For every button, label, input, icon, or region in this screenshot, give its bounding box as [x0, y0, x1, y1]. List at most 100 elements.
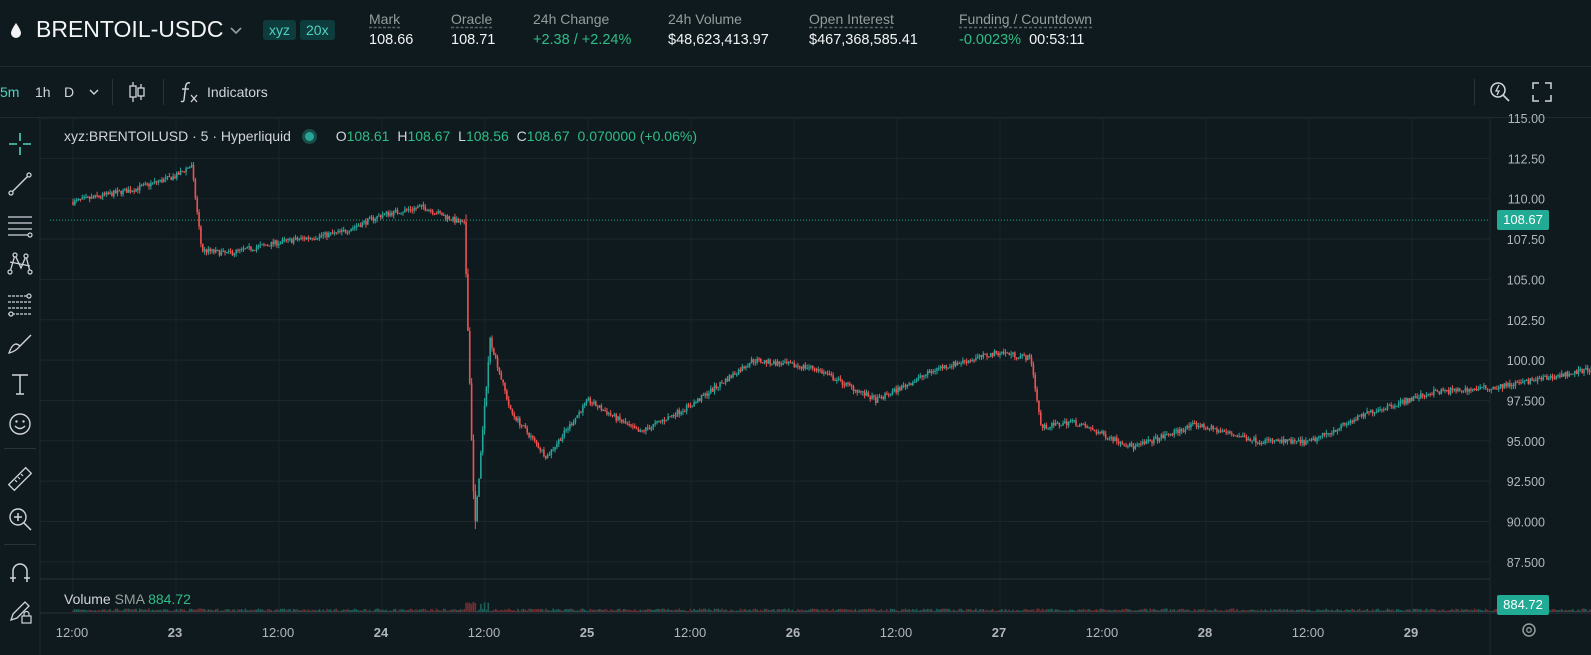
volume-bar	[1373, 610, 1376, 612]
interval-5m[interactable]: 5m	[0, 84, 20, 100]
volume-bar	[980, 609, 983, 612]
text-icon[interactable]	[6, 370, 34, 398]
candle-body	[129, 189, 132, 192]
candle-body	[400, 213, 402, 215]
volume-bar	[1027, 609, 1029, 612]
fullscreen-icon[interactable]	[1532, 82, 1552, 102]
oracle-label[interactable]: Oracle	[451, 11, 493, 27]
volume-bar	[1351, 608, 1354, 612]
candle-body	[1028, 355, 1031, 358]
candle-body	[732, 373, 734, 378]
ruler-icon[interactable]	[6, 465, 34, 493]
volume-bar	[630, 610, 632, 612]
candle-body	[582, 405, 584, 413]
volume-bar	[583, 609, 586, 612]
trend-line-icon[interactable]	[6, 170, 34, 198]
volume-bar	[366, 610, 369, 612]
volume-bar	[1568, 610, 1570, 612]
volume-bar	[769, 609, 771, 612]
candle-body	[1351, 420, 1354, 423]
volume-bar	[372, 610, 375, 612]
candle-body	[609, 413, 612, 416]
candle-body	[800, 366, 803, 369]
pattern-icon[interactable]	[6, 250, 34, 278]
lock-drawings-icon[interactable]	[6, 597, 34, 625]
volume-bar	[320, 610, 323, 612]
candle-body	[1284, 439, 1287, 443]
candle-body	[869, 396, 872, 400]
fib-retracement-icon[interactable]	[6, 290, 34, 318]
volume-bar	[342, 609, 345, 612]
volume-bar	[1564, 609, 1567, 612]
volume-bar	[1110, 610, 1113, 612]
candle-body	[1110, 437, 1113, 439]
candle-body	[539, 448, 542, 451]
candle-body	[832, 375, 834, 380]
fx-icon[interactable]	[178, 80, 200, 104]
chevron-down-icon[interactable]	[228, 22, 244, 38]
brush-icon[interactable]	[6, 330, 34, 358]
mark-label[interactable]: Mark	[369, 11, 401, 27]
candle-body	[1052, 423, 1055, 426]
parallel-channel-icon[interactable]	[6, 210, 34, 238]
candle-body	[346, 232, 349, 234]
volume-bar	[680, 610, 682, 612]
volume-bar	[1347, 610, 1350, 612]
candle-body	[871, 395, 873, 400]
candle-body	[1397, 403, 1400, 406]
volume-bar	[411, 609, 414, 612]
volume-bar	[459, 608, 462, 612]
candle-body	[1238, 436, 1240, 438]
volume-bar	[1449, 609, 1452, 612]
candle-body	[1193, 422, 1196, 424]
candle-body	[773, 361, 775, 365]
volume-bar	[125, 608, 128, 612]
volume-bar	[1103, 609, 1105, 612]
volume-bar	[1395, 608, 1398, 612]
candle-body	[639, 430, 642, 432]
crosshair-icon[interactable]	[6, 130, 34, 158]
candle-body	[765, 360, 768, 364]
emoji-icon[interactable]	[6, 410, 34, 438]
volume-bar	[667, 608, 669, 612]
volume-bar	[778, 608, 781, 612]
candle-body	[409, 209, 412, 211]
candle-body	[183, 171, 186, 173]
indicators-button[interactable]: Indicators	[207, 84, 268, 100]
candle-body	[124, 188, 126, 191]
volume-bar	[823, 610, 825, 612]
candle-body	[1316, 438, 1318, 442]
volume-bar	[1145, 608, 1148, 612]
countdown-value: 00:53:11	[1029, 32, 1085, 48]
volume-bar	[891, 608, 894, 612]
candle-body	[1268, 439, 1270, 441]
candle-body	[613, 414, 616, 416]
market-symbol[interactable]: BRENTOIL-USDC	[36, 16, 224, 42]
volume-bar	[1457, 609, 1459, 612]
candles-icon[interactable]	[127, 81, 147, 103]
candle-body	[771, 364, 773, 366]
interval-chevron-down-icon[interactable]	[87, 85, 101, 99]
candle-body	[428, 209, 430, 211]
volume-bar	[378, 608, 380, 612]
interval-1h[interactable]: 1h	[35, 84, 51, 100]
volume-bar	[663, 608, 666, 612]
zoom-in-icon[interactable]	[6, 505, 34, 533]
quick-search-icon[interactable]	[1488, 80, 1512, 104]
volume-bar	[1166, 608, 1168, 612]
funding-label[interactable]: Funding / Countdown	[959, 11, 1093, 27]
candle-body	[157, 181, 160, 183]
candle-body	[1058, 422, 1061, 426]
candle-body	[467, 273, 469, 331]
candle-body	[1279, 439, 1281, 442]
interval-d[interactable]: D	[64, 84, 75, 100]
candle-body	[1523, 380, 1526, 382]
oi-label[interactable]: Open Interest	[809, 11, 894, 27]
candle-body	[874, 397, 877, 403]
candle-body	[370, 217, 373, 219]
volume-bar	[1549, 610, 1552, 612]
magnet-icon[interactable]	[6, 558, 34, 586]
oi-stat: Open Interest $467,368,585.41	[809, 11, 918, 48]
candle-body	[122, 190, 124, 195]
